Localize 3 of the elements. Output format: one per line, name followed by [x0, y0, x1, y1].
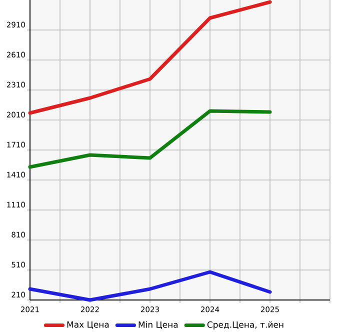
legend-label: Max Цена: [67, 321, 109, 329]
legend-label: Min Цена: [138, 321, 178, 330]
legend-label: Сред.Цена, т.йен: [207, 321, 284, 330]
